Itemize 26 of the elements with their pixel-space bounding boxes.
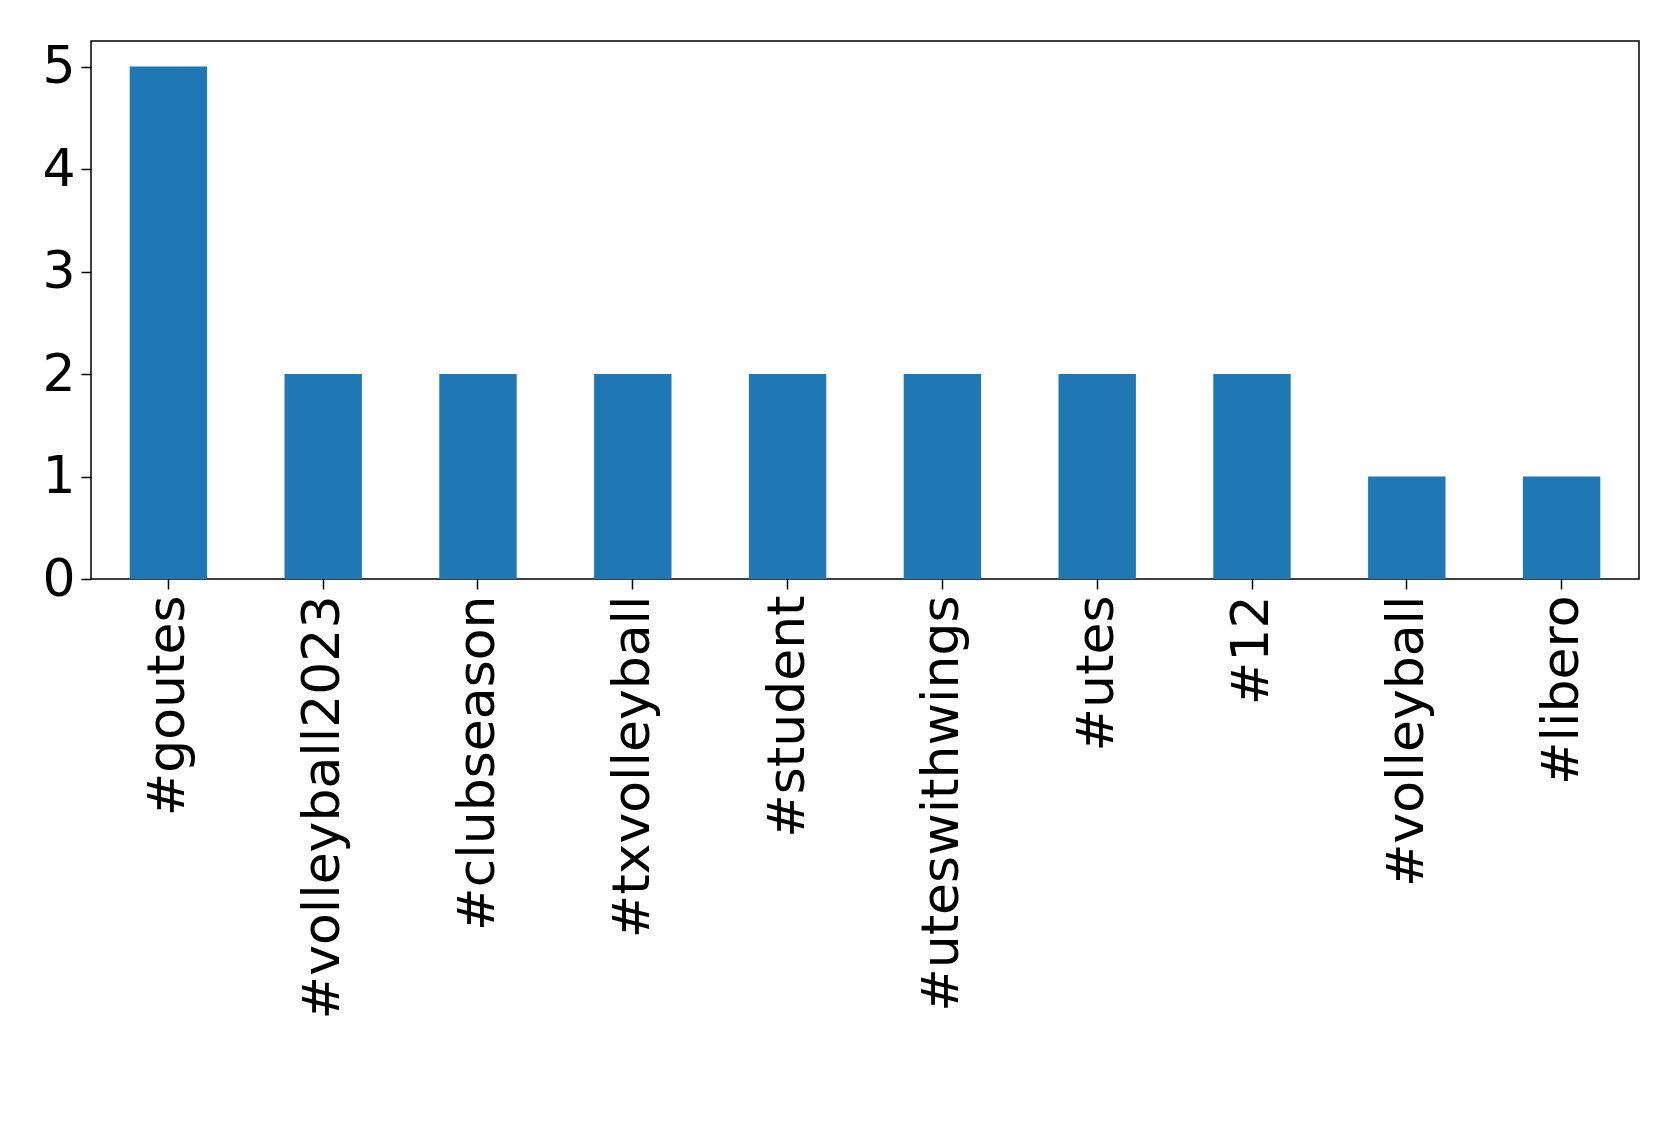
x-tick-label: #uteswithwings (910, 595, 971, 1012)
x-tick-label: #student (755, 595, 816, 838)
bar (439, 374, 517, 579)
bar (1368, 476, 1446, 579)
x-tick-label: #utes (1065, 595, 1126, 752)
y-tick-label: 0 (42, 547, 76, 608)
y-tick-label: 1 (42, 445, 76, 506)
bar (594, 374, 672, 579)
x-tick-label: #txvolleyball (600, 595, 661, 939)
x-tick-label: #clubseason (446, 595, 506, 931)
y-tick-label: 4 (42, 137, 76, 198)
x-tick-label: #goutes (136, 595, 197, 817)
bar (1522, 476, 1601, 579)
x-tick-label: #12 (1220, 595, 1280, 706)
bar (129, 66, 208, 579)
x-tick-label: #volleyball2023 (291, 595, 352, 1020)
bar (284, 374, 362, 579)
x-tick-label: #libero (1529, 595, 1590, 786)
y-tick-label: 5 (42, 35, 76, 96)
bar (748, 374, 827, 579)
bar (1213, 374, 1291, 579)
y-tick-label: 3 (42, 240, 76, 301)
bar (1058, 374, 1136, 579)
y-tick-label: 2 (42, 342, 76, 403)
x-tick-label: #volleyball (1374, 595, 1435, 888)
bar (903, 374, 982, 579)
